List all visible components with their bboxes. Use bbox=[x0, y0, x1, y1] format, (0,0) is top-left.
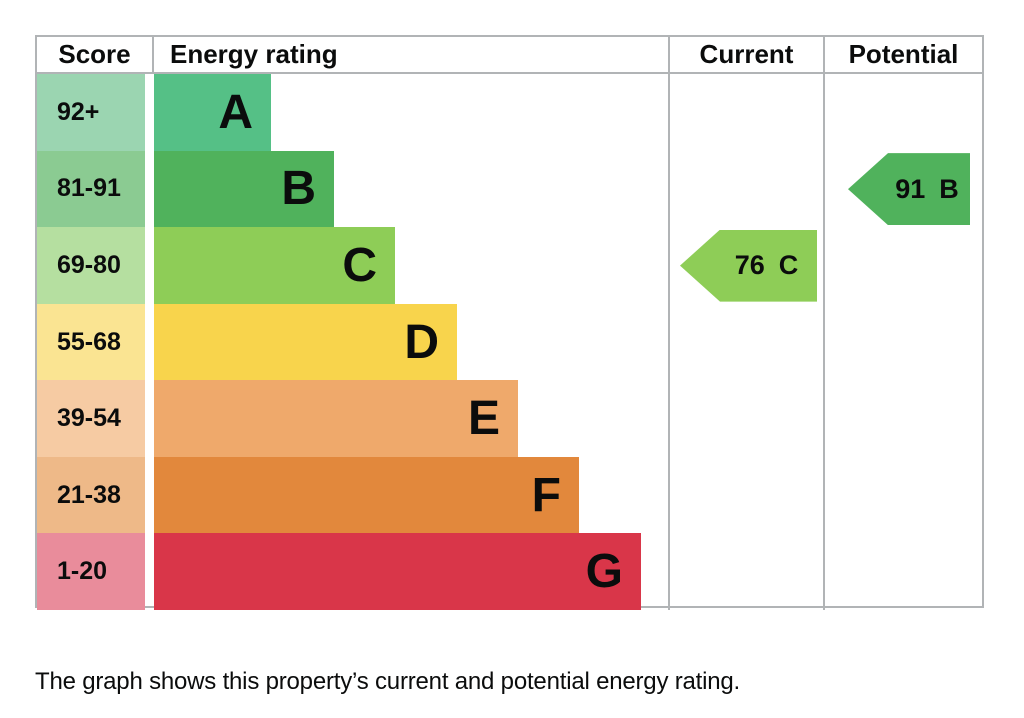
band-row-e: 39-54 E bbox=[37, 380, 982, 457]
rating-bar-b: B bbox=[154, 150, 334, 228]
potential-rating-letter: B bbox=[939, 173, 959, 204]
rating-bar-f: F bbox=[154, 456, 579, 534]
score-label-d: 55-68 bbox=[37, 303, 145, 381]
score-label-g: 1-20 bbox=[37, 533, 145, 611]
potential-rating-value: 91 bbox=[895, 173, 926, 204]
score-label-a: 92+ bbox=[37, 74, 145, 151]
rating-bar-a: A bbox=[154, 74, 271, 151]
band-row-d: 55-68 D bbox=[37, 303, 982, 381]
table-header-row: Score Energy rating Current Potential bbox=[37, 37, 982, 74]
score-label-e: 39-54 bbox=[37, 380, 145, 457]
column-divider-potential bbox=[823, 74, 825, 610]
rating-bands-area: 92+ A 81-91 B 69-80 C 55-68 D 39-54 E bbox=[37, 74, 982, 611]
column-divider-current bbox=[668, 74, 670, 610]
rating-bar-e: E bbox=[154, 380, 518, 457]
band-row-b: 81-91 B bbox=[37, 150, 982, 228]
band-row-f: 21-38 F bbox=[37, 456, 982, 534]
energy-rating-table: Score Energy rating Current Potential 92… bbox=[35, 35, 984, 611]
score-label-b: 81-91 bbox=[37, 150, 145, 228]
current-rating-value: 76 bbox=[734, 250, 765, 281]
score-label-f: 21-38 bbox=[37, 456, 145, 534]
header-potential: Potential bbox=[848, 39, 959, 69]
header-current: Current bbox=[670, 37, 825, 72]
epc-chart: Score Energy rating Current Potential 92… bbox=[35, 35, 984, 696]
current-rating-letter: C bbox=[778, 250, 799, 281]
chart-caption: The graph shows this property’s current … bbox=[35, 668, 741, 695]
score-label-c: 69-80 bbox=[37, 227, 145, 304]
rating-bar-g: G bbox=[154, 533, 641, 611]
band-row-g: 1-20 G bbox=[37, 533, 982, 611]
band-row-c: 69-80 C bbox=[37, 227, 982, 304]
rating-bar-d: D bbox=[154, 303, 457, 381]
band-row-a: 92+ A bbox=[37, 74, 982, 151]
header-energy-rating: Energy rating bbox=[154, 37, 670, 72]
header-score: Score bbox=[37, 37, 154, 72]
rating-bar-c: C bbox=[154, 227, 395, 304]
